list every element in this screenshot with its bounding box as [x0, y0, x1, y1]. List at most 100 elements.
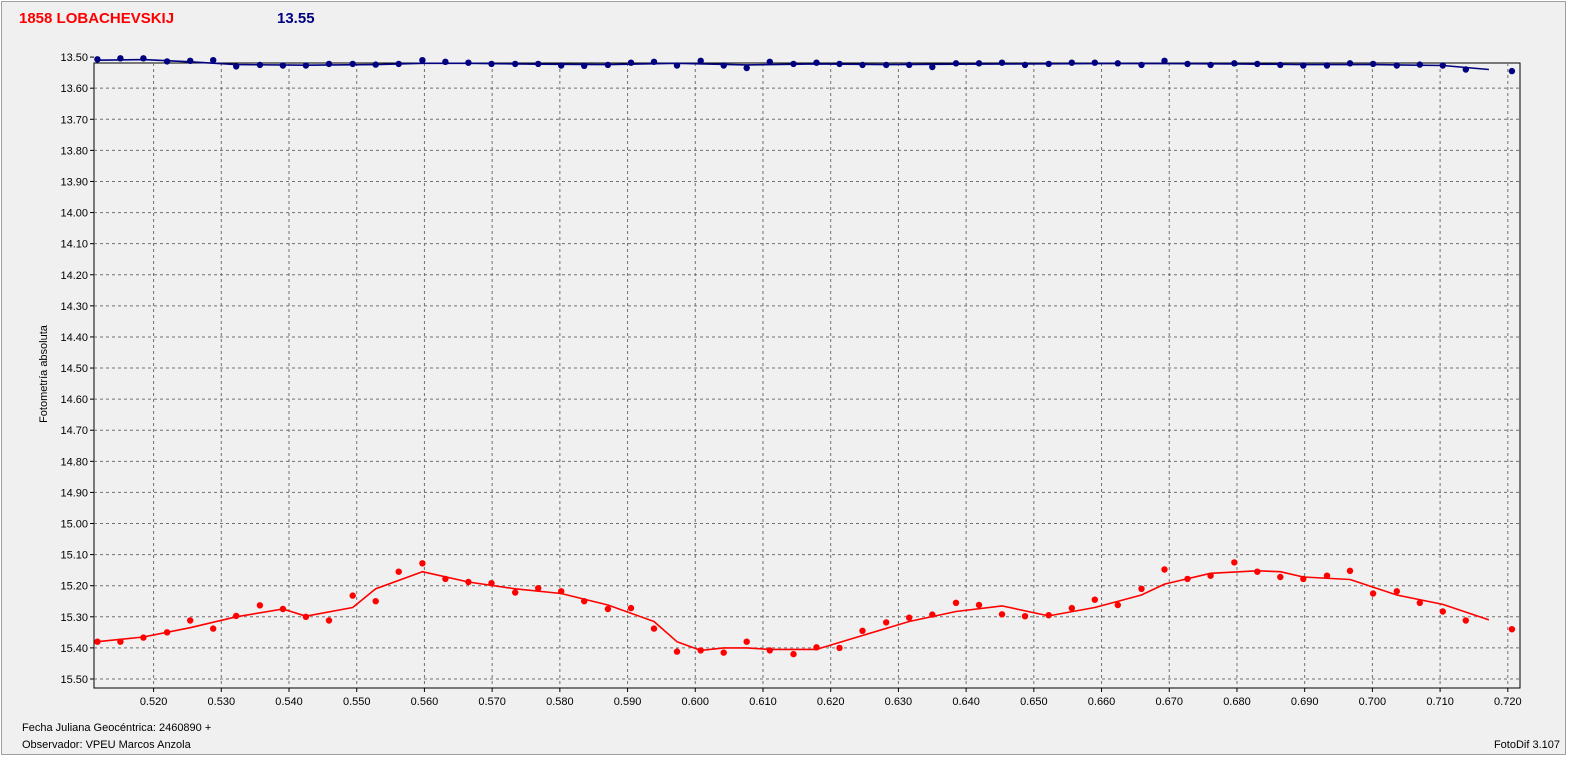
data-point: [325, 60, 333, 68]
data-point: [558, 588, 565, 595]
y-axis-ticks: 13.50 13.60 13.70 13.80 13.90 14.00 14.10 14.20…: [60, 52, 94, 686]
data-point: [1369, 60, 1377, 68]
data-point: [465, 578, 472, 586]
data-point: [117, 55, 124, 62]
data-point: [766, 647, 773, 654]
data-point: [952, 599, 960, 606]
data-point: [94, 638, 101, 645]
data-point: [906, 614, 913, 621]
x-tick-label: 0.600: [682, 696, 710, 708]
data-point: [233, 63, 240, 70]
y-tick-label: 14.90: [60, 487, 88, 499]
data-point: [813, 59, 820, 66]
x-axis-ticks: 0.520 0.530 0.540 0.550 0.560 0.570 0.580 0.590…: [140, 688, 1522, 708]
y-tick-label: 14.70: [60, 425, 88, 437]
y-tick-label: 14.50: [60, 363, 88, 375]
data-point: [627, 604, 635, 612]
series-fit-line: [97, 570, 1490, 652]
data-point: [766, 58, 773, 65]
data-point: [1508, 626, 1516, 633]
data-point: [1207, 61, 1214, 69]
data-point: [187, 57, 194, 64]
data-point: [1045, 60, 1052, 68]
data-point: [1277, 61, 1284, 69]
data-point: [1346, 567, 1354, 574]
data-point: [256, 602, 264, 609]
data-point: [1393, 588, 1401, 595]
data-point: [1021, 613, 1029, 620]
x-tick-label: 0.650: [1020, 696, 1048, 708]
data-point: [302, 62, 310, 69]
x-tick-label: 0.710: [1426, 696, 1454, 708]
data-point: [1091, 59, 1099, 66]
data-point: [1462, 66, 1470, 73]
y-tick-label: 13.50: [60, 52, 88, 64]
y-tick-label: 14.80: [60, 456, 88, 468]
data-point: [906, 61, 913, 69]
data-point: [883, 619, 890, 626]
data-point: [1369, 590, 1377, 597]
y-tick-label: 15.50: [60, 674, 88, 686]
y-tick-label: 14.10: [60, 239, 88, 251]
data-point: [1439, 608, 1447, 615]
data-point: [1184, 60, 1191, 68]
data-point: [1323, 572, 1331, 579]
data-point: [581, 62, 588, 69]
data-point: [1300, 62, 1307, 69]
x-tick-label: 0.550: [343, 696, 371, 708]
data-point: [535, 585, 542, 592]
y-tick-label: 14.20: [60, 270, 88, 282]
data-point: [1346, 60, 1354, 67]
data-point: [1068, 604, 1076, 612]
data-point: [117, 638, 124, 645]
x-tick-label: 0.670: [1155, 696, 1183, 708]
data-point: [419, 57, 426, 64]
data-point: [372, 61, 379, 68]
series-layer: [94, 55, 1516, 658]
data-point: [604, 61, 612, 69]
data-point: [1138, 585, 1145, 592]
data-point: [650, 625, 658, 632]
data-point: [1439, 62, 1447, 69]
data-point: [1207, 572, 1214, 579]
data-point: [1254, 568, 1261, 575]
data-point: [604, 605, 612, 613]
data-point: [743, 638, 750, 645]
data-point: [349, 60, 356, 68]
x-tick-label: 0.690: [1291, 696, 1319, 708]
x-tick-label: 0.680: [1223, 696, 1251, 708]
data-point: [1021, 61, 1029, 69]
data-point: [790, 650, 797, 658]
data-point: [395, 60, 402, 68]
data-point: [998, 611, 1006, 618]
x-tick-label: 0.520: [140, 696, 168, 708]
y-tick-label: 14.30: [60, 301, 88, 313]
data-point: [1161, 566, 1168, 573]
x-tick-label: 0.660: [1088, 696, 1116, 708]
data-point: [720, 62, 727, 69]
x-tick-label: 0.540: [275, 696, 303, 708]
data-point: [163, 58, 171, 65]
data-point: [372, 598, 379, 605]
data-point: [952, 60, 960, 67]
data-point: [395, 568, 402, 575]
data-point: [1277, 573, 1284, 581]
julian-date-label: Fecha Juliana Geocéntrica: 2460890 +: [22, 722, 212, 734]
data-point: [488, 580, 495, 587]
object-series: [94, 559, 1516, 658]
data-point: [859, 61, 866, 69]
data-point: [512, 589, 519, 596]
data-point: [442, 575, 449, 583]
x-tick-label: 0.580: [546, 696, 574, 708]
data-point: [697, 647, 704, 654]
data-point: [998, 59, 1006, 66]
data-point: [581, 598, 588, 605]
data-point: [512, 60, 519, 68]
x-tick-label: 0.610: [749, 696, 777, 708]
data-point: [1300, 575, 1307, 583]
data-point: [859, 627, 866, 634]
y-tick-label: 15.40: [60, 643, 88, 655]
data-point: [813, 644, 820, 651]
data-point: [233, 612, 240, 620]
